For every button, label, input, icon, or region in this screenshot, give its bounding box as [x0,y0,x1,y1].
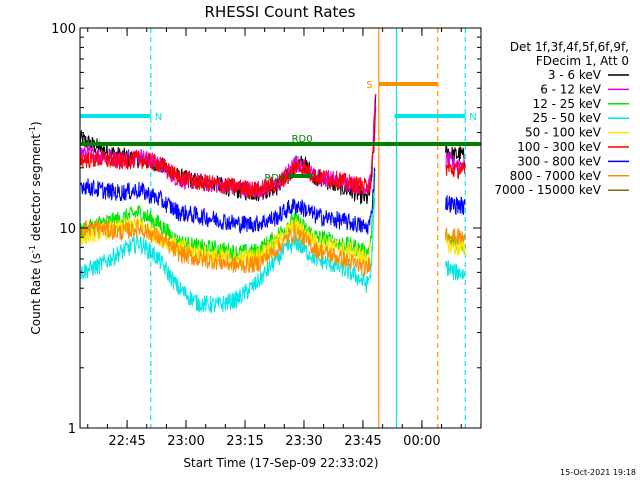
legend-label-6: 300 - 800 keV [517,154,601,168]
y-label-main: Count Rate (s [29,253,43,335]
series-trace-late-4 [445,233,466,256]
series-trace-late-7 [445,227,466,246]
axes-layer: 1 10 100 22:45 23:00 23:15 23:30 23:45 00:00 [51,22,482,449]
legend-label-1: 6 - 12 keV [540,82,602,96]
series-trace-6 [80,167,376,235]
y-label-mid: detector segment [29,134,43,245]
series-trace-3 [80,197,376,314]
x-axis-label: Start Time (17-Sep-09 22:33:02) [183,456,378,470]
data-layer [80,28,466,428]
legend-label-3: 25 - 50 keV [533,111,602,125]
x-tick-label-1: 23:00 [167,434,204,449]
state-label-1: N [469,112,476,123]
legend-label-4: 50 - 100 keV [525,126,602,140]
state-label-2: S [366,80,372,91]
y-axis-label: Count Rate (s-1 detector segment-1) [28,121,43,334]
state-label-4: RD4 [264,173,285,184]
legend-label-8: 7000 - 15000 keV [494,183,601,197]
x-tick-label-5: 00:00 [403,434,440,449]
y-tick-label-2: 100 [51,22,76,37]
series-trace-7 [80,219,372,277]
x-tick-label-3: 23:30 [285,434,322,449]
legend-header-0: Det 1f,3f,4f,5f,6f,9f, [510,40,629,54]
y-label-end: ) [29,121,43,126]
x-tick-label-4: 23:45 [344,434,381,449]
series-trace-late-6 [445,195,466,216]
x-tick-label-2: 23:15 [226,434,263,449]
series-trace-late-3 [445,260,466,281]
attenuator-state-layer: N N S RD0 RD4 [80,80,481,184]
series-trace-late-5 [445,162,466,180]
y-tick-label-0: 1 [68,422,76,437]
y-tick-label-1: 10 [59,222,76,237]
legend-label-0: 3 - 6 keV [548,68,602,82]
plot-timestamp: 15-Oct-2021 19:18 [560,468,636,477]
y-label-sup1: -1 [28,245,37,253]
series-trace-5 [80,107,377,199]
chart-title: RHESSI Count Rates [205,3,356,21]
state-label-0: N [155,112,162,123]
svg-text:Count Rate (s-1 detector segme: Count Rate (s-1 detector segment-1) [28,121,43,334]
legend-label-2: 12 - 25 keV [533,97,602,111]
y-label-sup2: -1 [28,126,37,134]
legend-header-1: FDecim 1, Att 0 [536,54,629,68]
legend: Det 1f,3f,4f,5f,6f,9f,FDecim 1, Att 03 -… [494,40,629,197]
x-tick-label-0: 22:45 [108,434,145,449]
legend-label-5: 100 - 300 keV [517,140,601,154]
legend-label-7: 800 - 7000 keV [510,169,602,183]
state-label-3: RD0 [292,134,313,145]
